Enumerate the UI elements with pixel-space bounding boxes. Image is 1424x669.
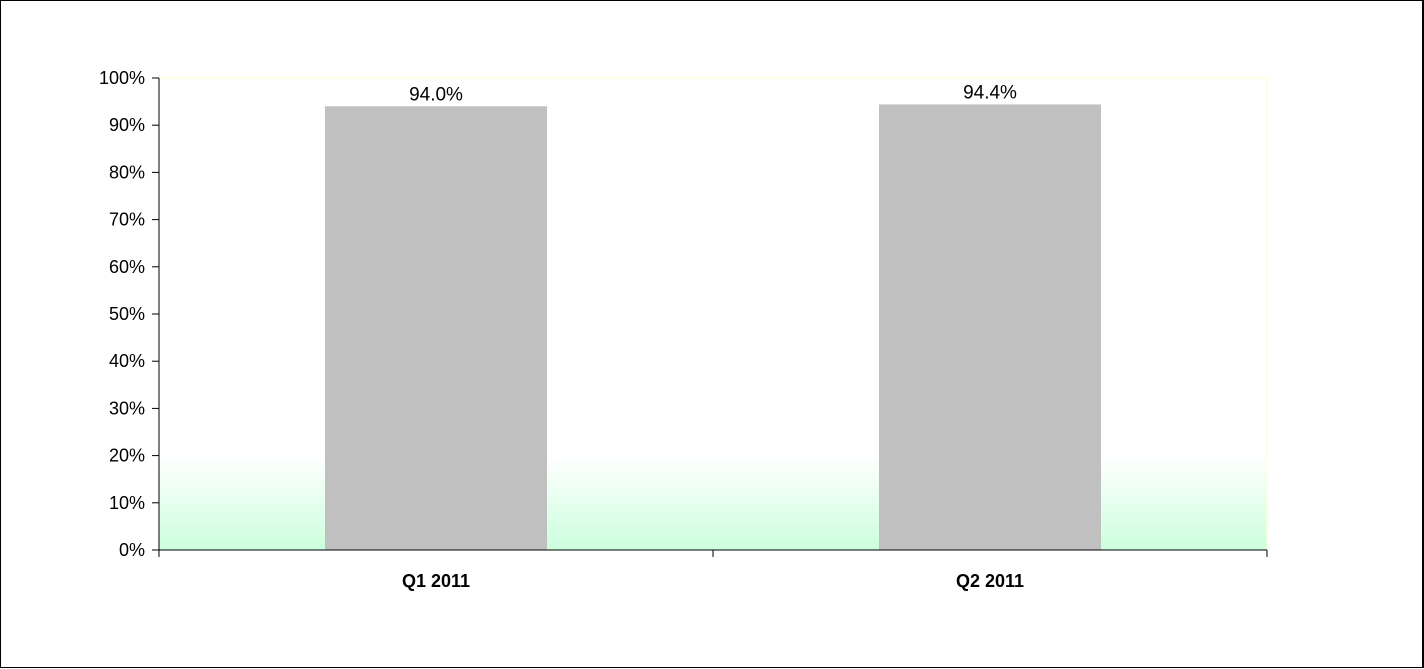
- data-label-1: 94.0%: [409, 84, 463, 105]
- y-tick-label-8: 80%: [109, 162, 145, 182]
- bar-2: [879, 104, 1101, 551]
- y-tick-label-6: 60%: [109, 257, 145, 277]
- y-tick-label-4: 40%: [109, 351, 145, 371]
- data-label-2: 94.4%: [963, 82, 1017, 103]
- y-tick-label-0: 0%: [119, 540, 145, 560]
- y-tick-label-10: 100%: [99, 68, 145, 88]
- y-tick-label-9: 90%: [109, 115, 145, 135]
- bar-1: [325, 106, 547, 551]
- x-tick-label-2: Q2 2011: [956, 571, 1024, 591]
- y-tick-label-5: 50%: [109, 304, 145, 324]
- y-tick-label-3: 30%: [109, 398, 145, 418]
- y-tick-label-1: 10%: [109, 493, 145, 513]
- y-tick-label-7: 70%: [109, 210, 145, 230]
- x-tick-label-1: Q1 2011: [402, 571, 470, 591]
- y-tick-label-2: 20%: [109, 446, 145, 466]
